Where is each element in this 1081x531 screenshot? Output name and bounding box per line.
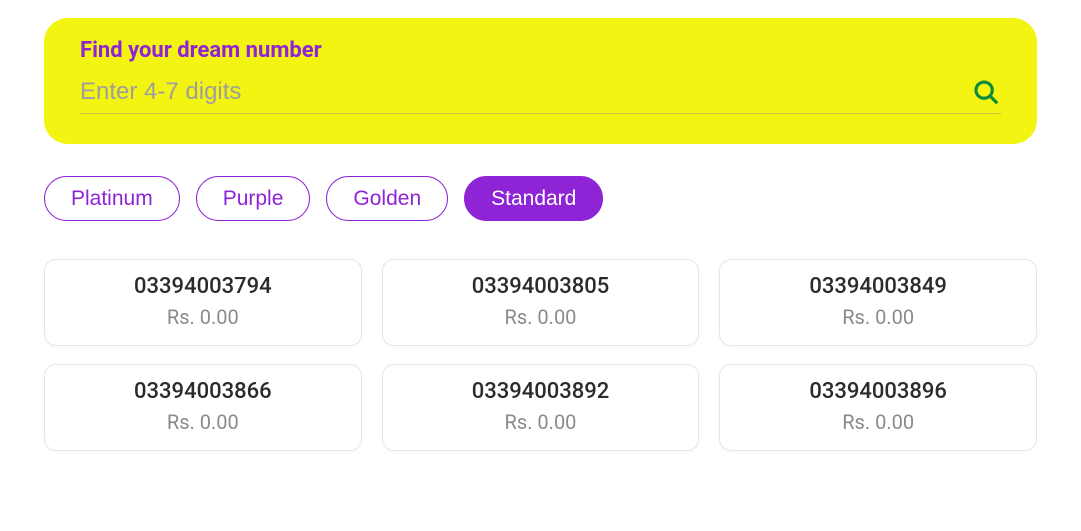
number-value: 03394003805 <box>393 274 689 299</box>
number-value: 03394003849 <box>730 274 1026 299</box>
filter-label: Platinum <box>71 187 153 210</box>
filter-standard[interactable]: Standard <box>464 176 603 221</box>
number-value: 03394003866 <box>55 379 351 404</box>
number-card[interactable]: 03394003896 Rs. 0.00 <box>719 364 1037 451</box>
filter-platinum[interactable]: Platinum <box>44 176 180 221</box>
number-price: Rs. 0.00 <box>393 410 689 434</box>
filter-golden[interactable]: Golden <box>326 176 448 221</box>
number-price: Rs. 0.00 <box>730 410 1026 434</box>
number-price: Rs. 0.00 <box>55 410 351 434</box>
number-price: Rs. 0.00 <box>393 305 689 329</box>
filter-purple[interactable]: Purple <box>196 176 311 221</box>
number-grid: 03394003794Rs. 0.0003394003805Rs. 0.0003… <box>44 259 1037 451</box>
number-value: 03394003794 <box>55 274 351 299</box>
number-card[interactable]: 03394003849 Rs. 0.00 <box>719 259 1037 346</box>
number-price: Rs. 0.00 <box>55 305 351 329</box>
number-value: 03394003892 <box>393 379 689 404</box>
search-input[interactable] <box>80 78 971 106</box>
number-card[interactable]: 03394003794 Rs. 0.00 <box>44 259 362 346</box>
filter-label: Golden <box>353 187 421 210</box>
number-price: Rs. 0.00 <box>730 305 1026 329</box>
number-card[interactable]: 03394003866 Rs. 0.00 <box>44 364 362 451</box>
filter-label: Purple <box>223 187 284 210</box>
number-card[interactable]: 03394003892 Rs. 0.00 <box>382 364 700 451</box>
filter-row: Platinum Purple Golden Standard <box>44 176 1037 221</box>
number-value: 03394003896 <box>730 379 1026 404</box>
search-icon[interactable] <box>971 77 1001 107</box>
filter-label: Standard <box>491 187 576 210</box>
search-panel: Find your dream number <box>44 18 1037 144</box>
search-row <box>80 77 1001 114</box>
number-card[interactable]: 03394003805 Rs. 0.00 <box>382 259 700 346</box>
search-title: Find your dream number <box>80 38 1001 63</box>
